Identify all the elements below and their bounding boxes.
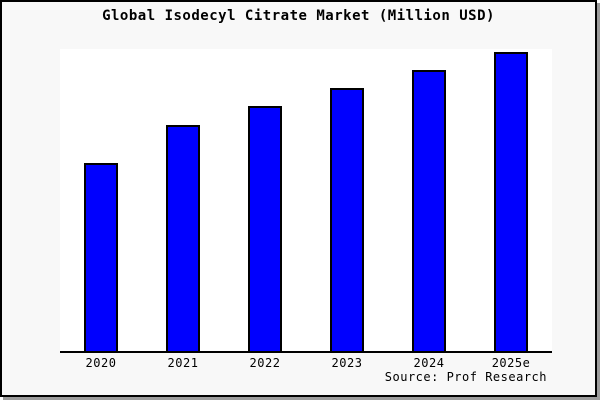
x-tick-label-2020: 2020 (85, 356, 117, 370)
x-tick-label-2022: 2022 (249, 356, 281, 370)
source-credit: Source: Prof Research (384, 370, 547, 384)
bar-2021 (166, 125, 200, 351)
plot-area (60, 49, 552, 353)
bar-2022 (248, 106, 282, 351)
x-axis-labels: 2020 2021 2022 2023 2024 2025e (60, 356, 552, 370)
x-tick-label-2024: 2024 (413, 356, 445, 370)
bar-2025e (494, 52, 528, 351)
x-tick-label-2021: 2021 (167, 356, 199, 370)
bar-2020 (84, 163, 118, 351)
bar-2023 (330, 88, 364, 351)
x-tick-label-2023: 2023 (331, 356, 363, 370)
chart-title: Global Isodecyl Citrate Market (Million … (102, 8, 495, 24)
bar-2024 (412, 70, 446, 351)
x-tick-label-2025e: 2025e (491, 356, 531, 370)
